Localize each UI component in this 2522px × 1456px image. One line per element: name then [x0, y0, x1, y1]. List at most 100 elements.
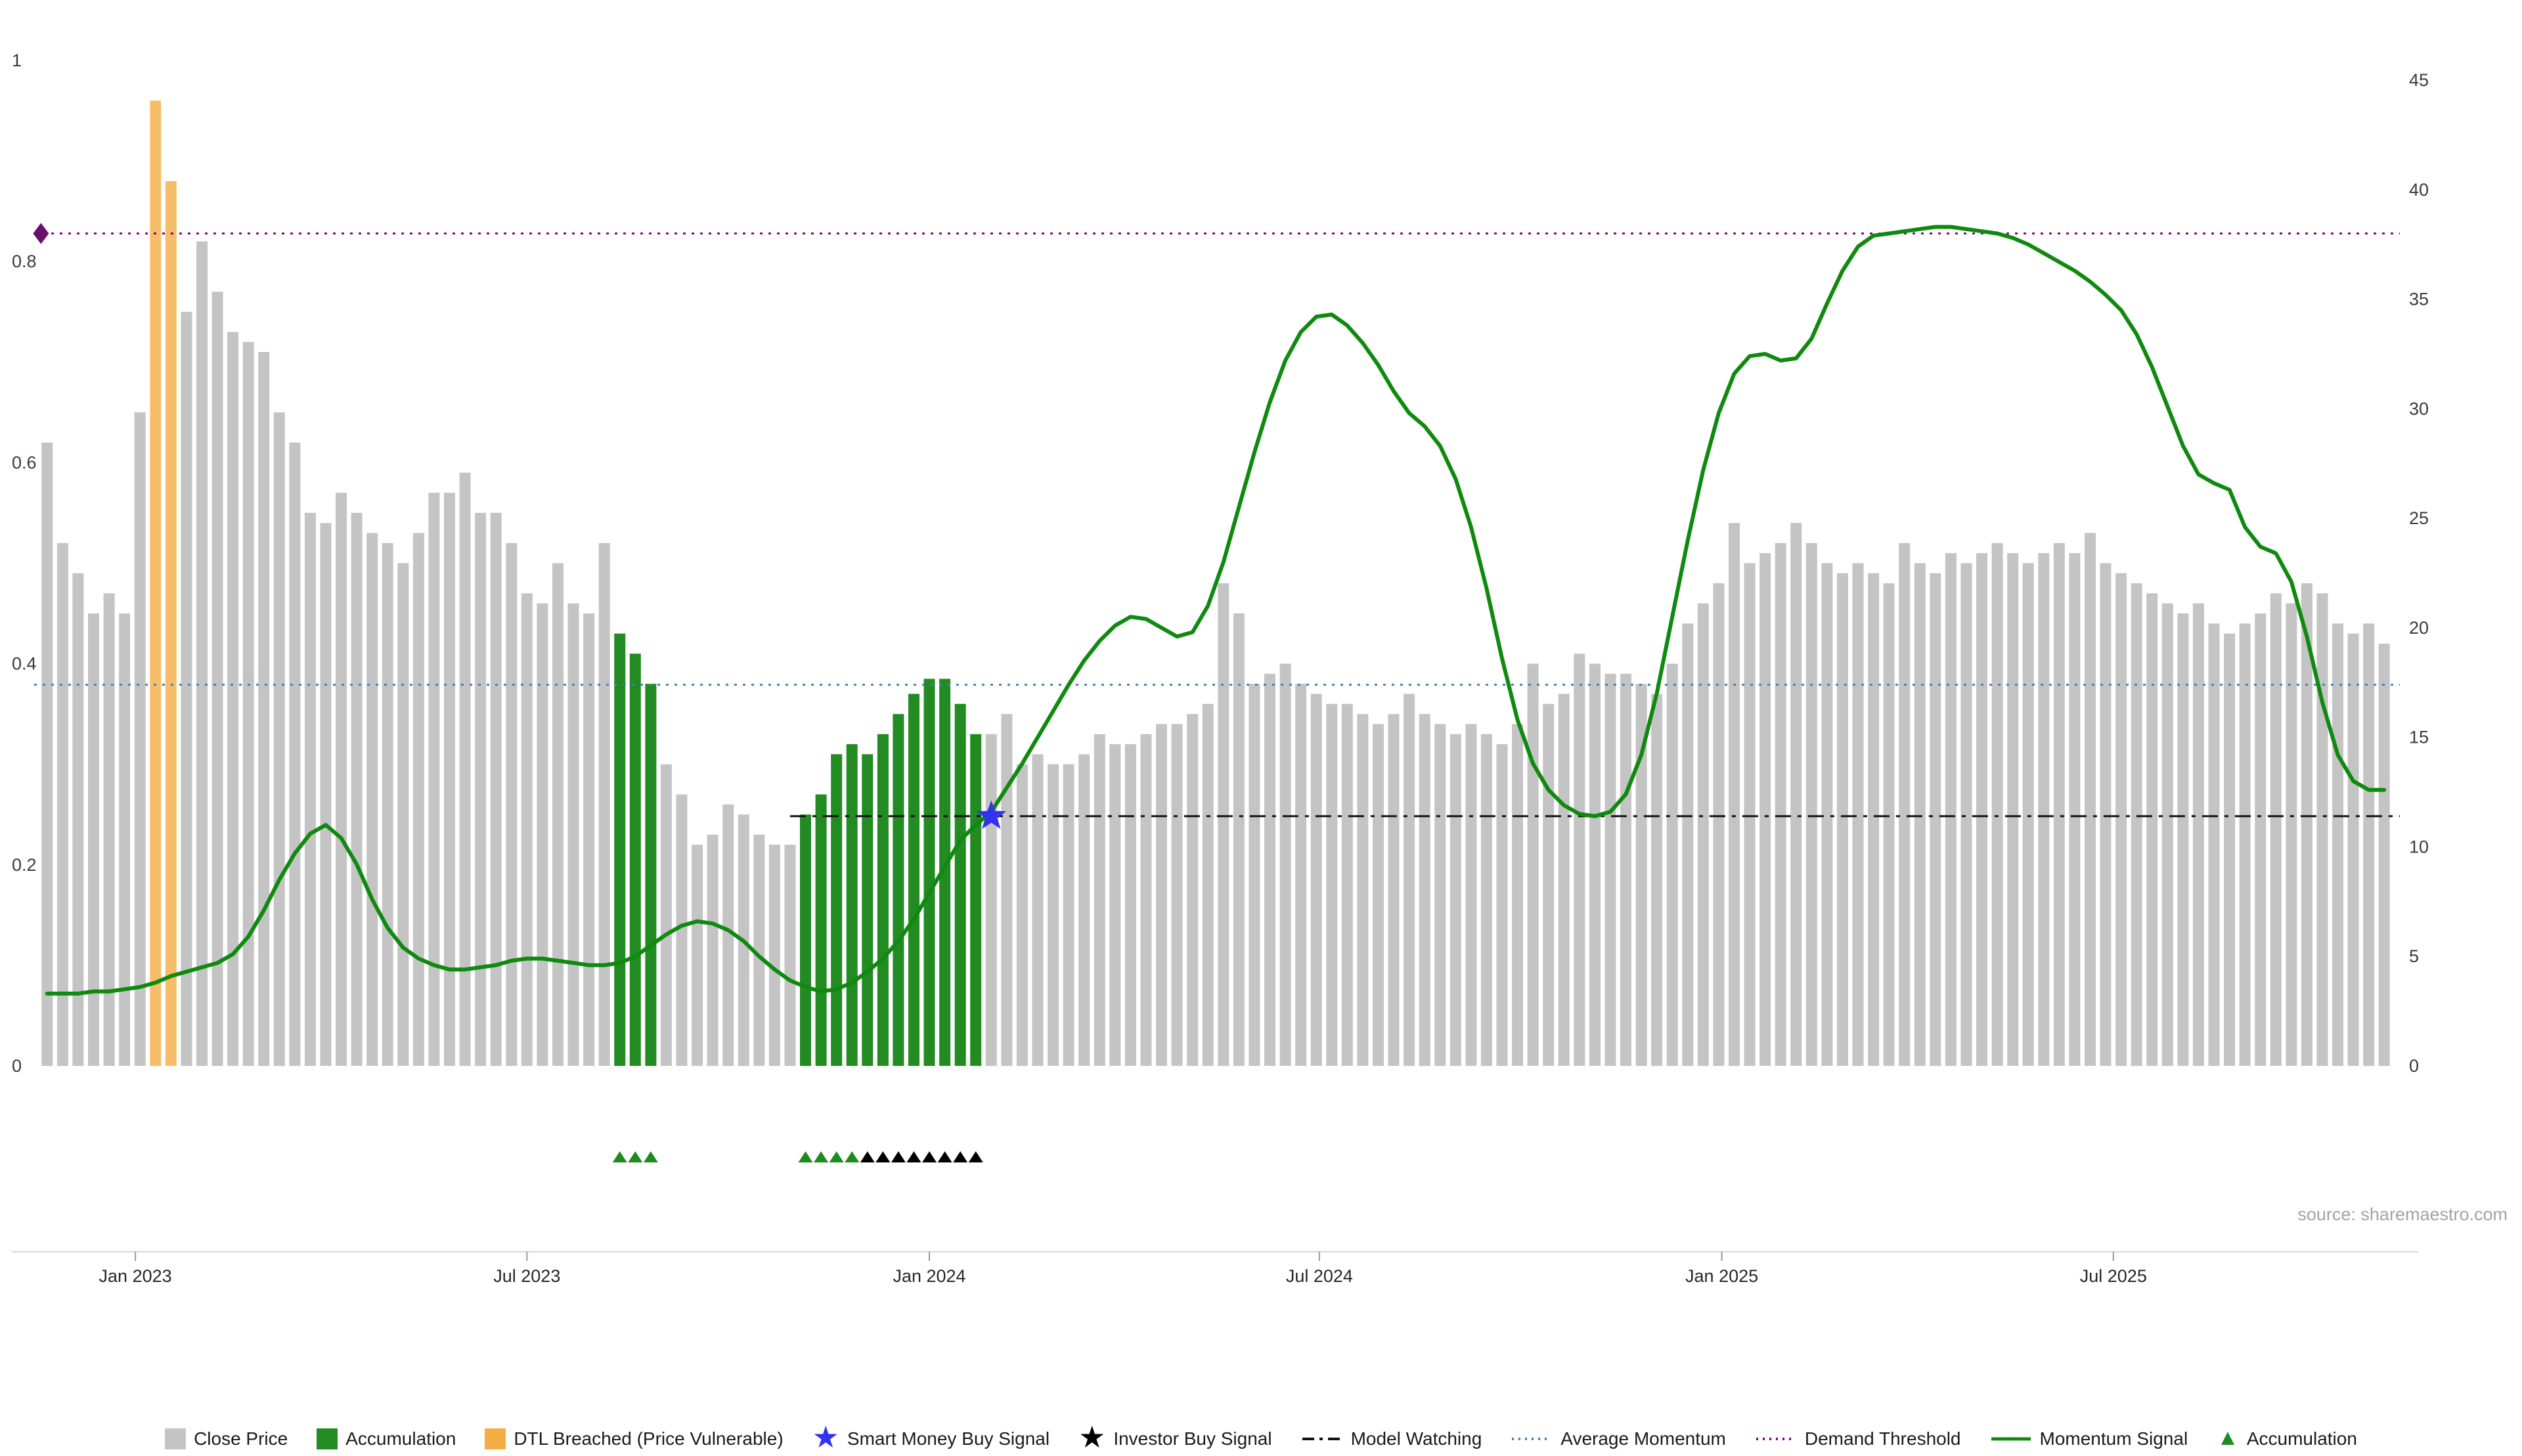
close-price-bar: [2022, 563, 2034, 1066]
close-price-bar: [1326, 703, 1338, 1066]
close-price-bar: [103, 593, 115, 1066]
close-price-bar: [1218, 583, 1229, 1066]
star-swatch: ★: [812, 1420, 839, 1454]
legend-item-demand-threshold: Demand Threshold: [1755, 1428, 1961, 1449]
close-price-bar: [1016, 764, 1028, 1066]
close-price-bar: [382, 542, 393, 1066]
accumulation-bar: [939, 678, 951, 1066]
close-price-bar: [181, 311, 192, 1067]
close-price-bar: [211, 292, 223, 1067]
close-price-bar: [1976, 553, 1987, 1066]
close-price-bar: [1991, 542, 2003, 1066]
x-axis-tick-label: Jul 2025: [2080, 1266, 2147, 1286]
close-price-bar: [41, 442, 53, 1066]
close-price-bar: [2347, 633, 2359, 1066]
left-axis-tick-label: 0.6: [12, 452, 37, 472]
close-price-bar: [1635, 684, 1647, 1066]
close-price-bar: [722, 804, 734, 1066]
close-price-bar: [1434, 724, 1446, 1066]
close-price-bar: [1171, 724, 1183, 1066]
right-axis-tick-label: 45: [2409, 70, 2429, 90]
close-price-bar: [2363, 623, 2375, 1066]
close-price-bar: [753, 834, 765, 1066]
legend-label: Model Watching: [1350, 1428, 1482, 1449]
legend-item-momentum-signal: Momentum Signal: [1990, 1428, 2188, 1449]
close-price-bar: [242, 342, 254, 1067]
close-price-bar: [1852, 563, 1864, 1066]
legend-item-accumulation: Accumulation: [317, 1428, 456, 1449]
right-axis-tick-label: 20: [2409, 618, 2429, 638]
dashdot-swatch: [1302, 1438, 1342, 1440]
dtl-breached-bar: [150, 100, 162, 1067]
accumulation-bar: [815, 794, 827, 1066]
close-price-bar: [1790, 523, 1802, 1066]
source-credit: source: sharemaestro.com: [2297, 1204, 2508, 1224]
left-axis-tick-label: 0.8: [12, 252, 37, 271]
close-price-bar: [366, 533, 378, 1066]
close-price-bar: [1836, 573, 1848, 1066]
close-price-bar: [676, 794, 688, 1066]
accumulation-bar: [645, 684, 657, 1066]
close-price-bar: [1264, 673, 1275, 1066]
close-price-bar: [119, 613, 131, 1066]
close-price-bar: [1651, 694, 1663, 1066]
right-axis-tick-label: 30: [2409, 399, 2429, 418]
close-price-bar: [351, 512, 363, 1066]
close-price-bar: [444, 493, 455, 1066]
close-price-bar: [1419, 714, 1430, 1066]
accumulation-bar: [954, 703, 966, 1066]
close-price-bar: [2378, 644, 2390, 1066]
demand-threshold-marker: [33, 223, 49, 244]
close-price-bar: [2115, 573, 2127, 1066]
accumulation-triangle: [845, 1151, 860, 1162]
close-price-bar: [320, 523, 332, 1066]
close-price-bar: [2100, 563, 2112, 1066]
close-price-bar: [1202, 703, 1214, 1066]
close-price-bar: [1048, 764, 1059, 1066]
close-price-bar: [1249, 684, 1260, 1066]
close-price-bar: [1373, 724, 1384, 1066]
close-price-bar: [985, 734, 997, 1066]
legend-label: Smart Money Buy Signal: [847, 1428, 1050, 1449]
close-price-bar: [1604, 673, 1616, 1066]
close-price-bar: [521, 593, 533, 1066]
close-price-bar: [1233, 613, 1245, 1066]
close-price-bar: [227, 332, 239, 1066]
close-price-bar: [692, 845, 703, 1066]
close-price-bar: [768, 845, 780, 1066]
close-price-bar: [2255, 613, 2267, 1066]
legend-item-smart-money-buy-signal: ★ Smart Money Buy Signal: [812, 1420, 1050, 1454]
close-price-bar: [459, 472, 471, 1066]
accumulation-triangle: [612, 1151, 627, 1162]
accumulation-bar: [831, 754, 843, 1066]
close-price-bar: [707, 834, 719, 1066]
close-price-bar: [428, 493, 440, 1066]
close-price-bar: [1574, 653, 1585, 1066]
dotted-swatch: [1756, 1438, 1796, 1440]
close-price-bar: [2038, 553, 2050, 1066]
right-axis-tick-label: 0: [2409, 1056, 2419, 1076]
close-price-bar: [88, 613, 99, 1066]
right-axis-tick-label: 15: [2409, 728, 2429, 747]
close-price-bar: [1713, 583, 1725, 1066]
close-price-bar: [1094, 734, 1105, 1066]
legend-label: Investor Buy Signal: [1113, 1428, 1272, 1449]
accumulation-bar: [877, 734, 889, 1066]
close-price-bar: [336, 493, 347, 1066]
close-price-bar: [1078, 754, 1090, 1066]
close-price-bar: [1404, 694, 1415, 1066]
close-price-bar: [304, 512, 316, 1066]
left-axis-tick-label: 0: [12, 1056, 22, 1076]
close-price-bar: [1759, 553, 1771, 1066]
close-price-bar: [1666, 663, 1678, 1066]
close-price-bar: [1063, 764, 1074, 1066]
line-swatch: [1991, 1437, 2031, 1441]
close-price-bar: [1883, 583, 1895, 1066]
x-axis-tick-label: Jan 2024: [893, 1266, 965, 1286]
close-price-bar: [1899, 542, 1911, 1066]
close-price-bar: [1527, 663, 1539, 1066]
investor-triangle: [968, 1151, 983, 1162]
dtl-breached-bar: [165, 181, 177, 1067]
legend-label: Average Momentum: [1560, 1428, 1726, 1449]
